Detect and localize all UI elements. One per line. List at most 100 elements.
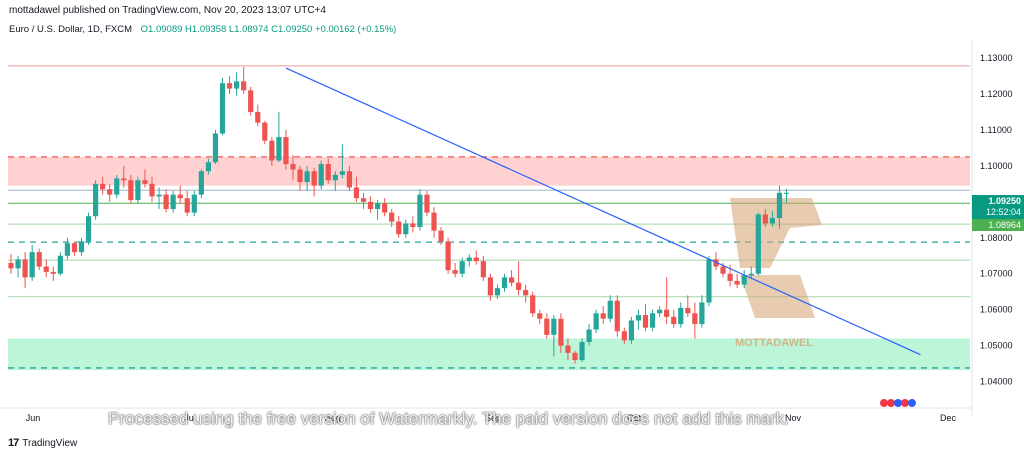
candle [403, 219, 409, 238]
candle [22, 252, 28, 289]
candle [565, 338, 571, 361]
candle [579, 338, 585, 362]
tradingview-logo[interactable]: 17 TradingView [8, 437, 77, 449]
candle-body [36, 252, 42, 267]
candle-body [248, 90, 254, 112]
candle [678, 302, 684, 328]
candle [325, 158, 331, 184]
candle [318, 160, 324, 190]
price-tick-label: 1.08000 [980, 233, 1013, 243]
candle-body [586, 329, 592, 343]
candle [191, 191, 197, 217]
candle-body [692, 313, 698, 325]
candle [755, 212, 761, 276]
candle [431, 207, 437, 238]
candle-body [191, 194, 197, 213]
candle-body [255, 111, 261, 123]
candle [382, 198, 388, 217]
candle-body [128, 180, 134, 201]
event-flag[interactable] [880, 399, 888, 407]
candle-body [170, 194, 176, 210]
candle-body [501, 277, 508, 289]
trendline[interactable] [285, 67, 921, 356]
candle [600, 306, 606, 325]
price-tick-label: 1.06000 [980, 305, 1013, 315]
candle-body [473, 257, 479, 262]
candle [657, 306, 663, 317]
candle-body [544, 318, 550, 335]
candle-body [727, 273, 733, 281]
candle [685, 295, 691, 317]
candle-body [396, 221, 402, 235]
candle [523, 284, 529, 303]
candle-body [635, 315, 642, 321]
candle-body [241, 81, 247, 91]
candle [71, 241, 78, 256]
time-tick-label: Aug [325, 413, 341, 423]
candle-body [269, 140, 275, 161]
candle-body [29, 252, 35, 278]
candle-body [156, 194, 162, 197]
symbol-name[interactable]: Euro / U.S. Dollar, 1D, FXCM [9, 24, 133, 35]
candle-body [579, 342, 585, 361]
candle [276, 111, 282, 163]
event-flag[interactable] [894, 399, 902, 407]
candle-body [107, 189, 113, 195]
candle-body [417, 194, 423, 227]
candle-body [283, 137, 289, 165]
candle-body [410, 223, 416, 227]
candle-body [431, 212, 437, 231]
candle-body [100, 183, 106, 190]
candle [494, 284, 501, 299]
time-axis[interactable]: Jun Jul Aug Sep Oct Nov Dec [0, 407, 972, 423]
last-price-tag: 1.09250 12:52:04 [972, 195, 1024, 219]
candle-body [64, 243, 70, 256]
candle-body [480, 261, 486, 278]
candle-body [572, 352, 578, 361]
candle [508, 270, 515, 287]
price-chart[interactable]: MOTTADAWEL 1.13000 1.12000 1.11000 1.10000 1… [0, 40, 1024, 436]
bar-countdown: 12:52:04 [985, 207, 1021, 217]
last-price-value: 1.09250 [988, 196, 1021, 206]
event-flag[interactable] [887, 399, 895, 407]
candle [234, 72, 240, 96]
watermark-text: Processed using the free version of Wate… [108, 409, 789, 428]
candle-body [142, 180, 148, 184]
candle [776, 185, 783, 229]
resistance-zone[interactable] [8, 156, 970, 186]
candle-body [205, 162, 211, 172]
candle-body [22, 259, 28, 278]
candle-body [346, 171, 352, 188]
candle [769, 210, 775, 227]
candle [621, 327, 627, 344]
candle-body [121, 178, 127, 181]
candle-body [177, 194, 183, 199]
candle-body [466, 257, 472, 262]
candle [346, 165, 352, 192]
candle [367, 196, 374, 213]
support-zone[interactable] [8, 338, 970, 371]
candle-body [262, 122, 268, 141]
candle [248, 86, 254, 116]
candle-body [114, 178, 120, 195]
candle-body [614, 300, 620, 332]
watermark-logo-text: MOTTADAWEL [735, 337, 813, 349]
time-tick-label: Sep [485, 413, 501, 423]
candle [57, 252, 63, 276]
candle [198, 169, 204, 199]
candle-body [297, 169, 303, 183]
green-line-price-tag: 1.08964 [972, 219, 1024, 231]
event-flag[interactable] [908, 399, 916, 407]
event-flag[interactable] [901, 399, 909, 407]
event-flags[interactable] [880, 399, 916, 407]
candle [29, 244, 35, 281]
candle-body [621, 331, 627, 341]
candle-body [769, 218, 775, 224]
candle-body [600, 313, 606, 319]
candle-body [226, 83, 233, 89]
candle [452, 262, 458, 278]
candle [783, 188, 790, 203]
candle-body [678, 307, 684, 325]
candle [649, 309, 656, 332]
candle-body [706, 259, 712, 303]
